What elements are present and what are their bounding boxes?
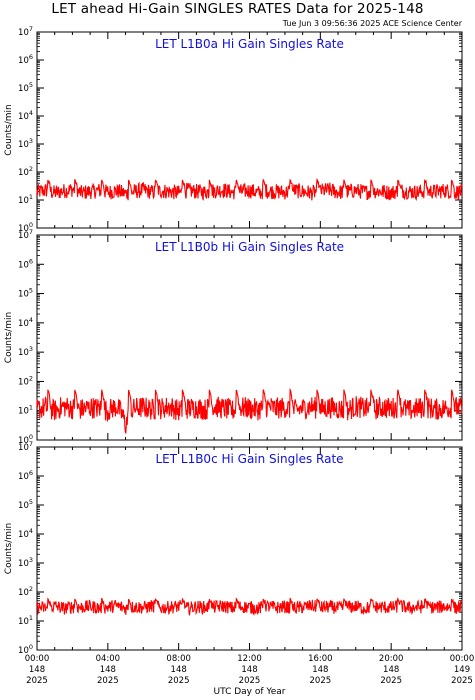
y-tick-label: 103 (18, 345, 33, 358)
chart-main-title: LET ahead Hi-Gain SINGLES RATES Data for… (51, 1, 424, 17)
y-tick-label: 105 (18, 498, 33, 511)
y-tick-label: 101 (18, 614, 33, 627)
plot-frame (36, 31, 463, 229)
y-tick-label: 106 (18, 53, 33, 66)
x-tick-year-label: 2025 (451, 676, 473, 686)
x-tick-time-label: 12:00 (237, 654, 262, 664)
y-tick-label: 106 (18, 257, 33, 270)
chart-panel-0: 100 101 102 103 104 105 106 107 Counts/min LET L1… (4, 25, 463, 234)
y-tick-label: 105 (18, 287, 33, 300)
chart-panel-2: 100 101 102 103 104 105 106 107 Counts/min LET L1… (4, 440, 463, 656)
panel-title: LET L1B0a Hi Gain Singles Rate (155, 37, 344, 51)
y-tick-label: 102 (18, 374, 33, 387)
x-tick-day-label: 148 (312, 665, 328, 675)
generation-timestamp: Tue Jun 3 09:56:36 2025 ACE Science Cent… (282, 19, 462, 28)
y-tick-label: 104 (18, 527, 33, 540)
panel-title: LET L1B0c Hi Gain Singles Rate (155, 452, 343, 466)
y-tick-label: 100 (18, 433, 33, 446)
x-tick-year-label: 2025 (380, 676, 402, 686)
y-tick-label: 107 (18, 25, 33, 38)
x-tick-day-label: 148 (241, 665, 257, 675)
series-line (36, 178, 463, 202)
x-tick-time-label: 00:00 (450, 654, 475, 664)
x-tick-time-label: 08:00 (166, 654, 191, 664)
x-tick-day-label: 148 (100, 665, 116, 675)
y-tick-label: 107 (18, 228, 33, 241)
y-tick-label: 101 (18, 193, 33, 206)
x-tick-year-label: 2025 (310, 676, 332, 686)
y-tick-label: 107 (18, 440, 33, 453)
y-tick-label: 102 (18, 165, 33, 178)
y-tick-label: 104 (18, 316, 33, 329)
y-axis-label: Counts/min (4, 523, 14, 574)
x-tick-year-label: 2025 (168, 676, 190, 686)
y-tick-label: 103 (18, 556, 33, 569)
y-tick-label: 100 (18, 643, 33, 656)
x-tick-time-label: 04:00 (96, 654, 121, 664)
series-line (36, 596, 463, 617)
y-axis-label: Counts/min (4, 104, 14, 155)
x-tick-time-label: 00:00 (25, 654, 50, 664)
plot-frame (36, 446, 463, 651)
x-tick-year-label: 2025 (97, 676, 119, 686)
y-tick-label: 100 (18, 221, 33, 234)
x-tick-day-label: 148 (29, 665, 45, 675)
y-tick-label: 105 (18, 81, 33, 94)
series-line (36, 387, 463, 434)
x-tick-year-label: 2025 (26, 676, 48, 686)
x-axis-label: UTC Day of Year (214, 687, 286, 697)
panel-title: LET L1B0b Hi Gain Singles Rate (155, 240, 344, 254)
x-tick-time-label: 16:00 (308, 654, 333, 664)
x-tick-day-label: 148 (383, 665, 399, 675)
y-axis-label: Counts/min (4, 312, 14, 363)
x-tick-year-label: 2025 (239, 676, 261, 686)
y-tick-label: 106 (18, 469, 33, 482)
y-tick-label: 102 (18, 585, 33, 598)
chart-panel-1: 100 101 102 103 104 105 106 107 Counts/min LET L1… (4, 228, 463, 446)
y-tick-label: 104 (18, 109, 33, 122)
y-tick-label: 103 (18, 137, 33, 150)
x-tick-time-label: 20:00 (379, 654, 404, 664)
y-tick-label: 101 (18, 404, 33, 417)
x-tick-day-label: 148 (171, 665, 187, 675)
x-tick-day-label: 149 (454, 665, 470, 675)
